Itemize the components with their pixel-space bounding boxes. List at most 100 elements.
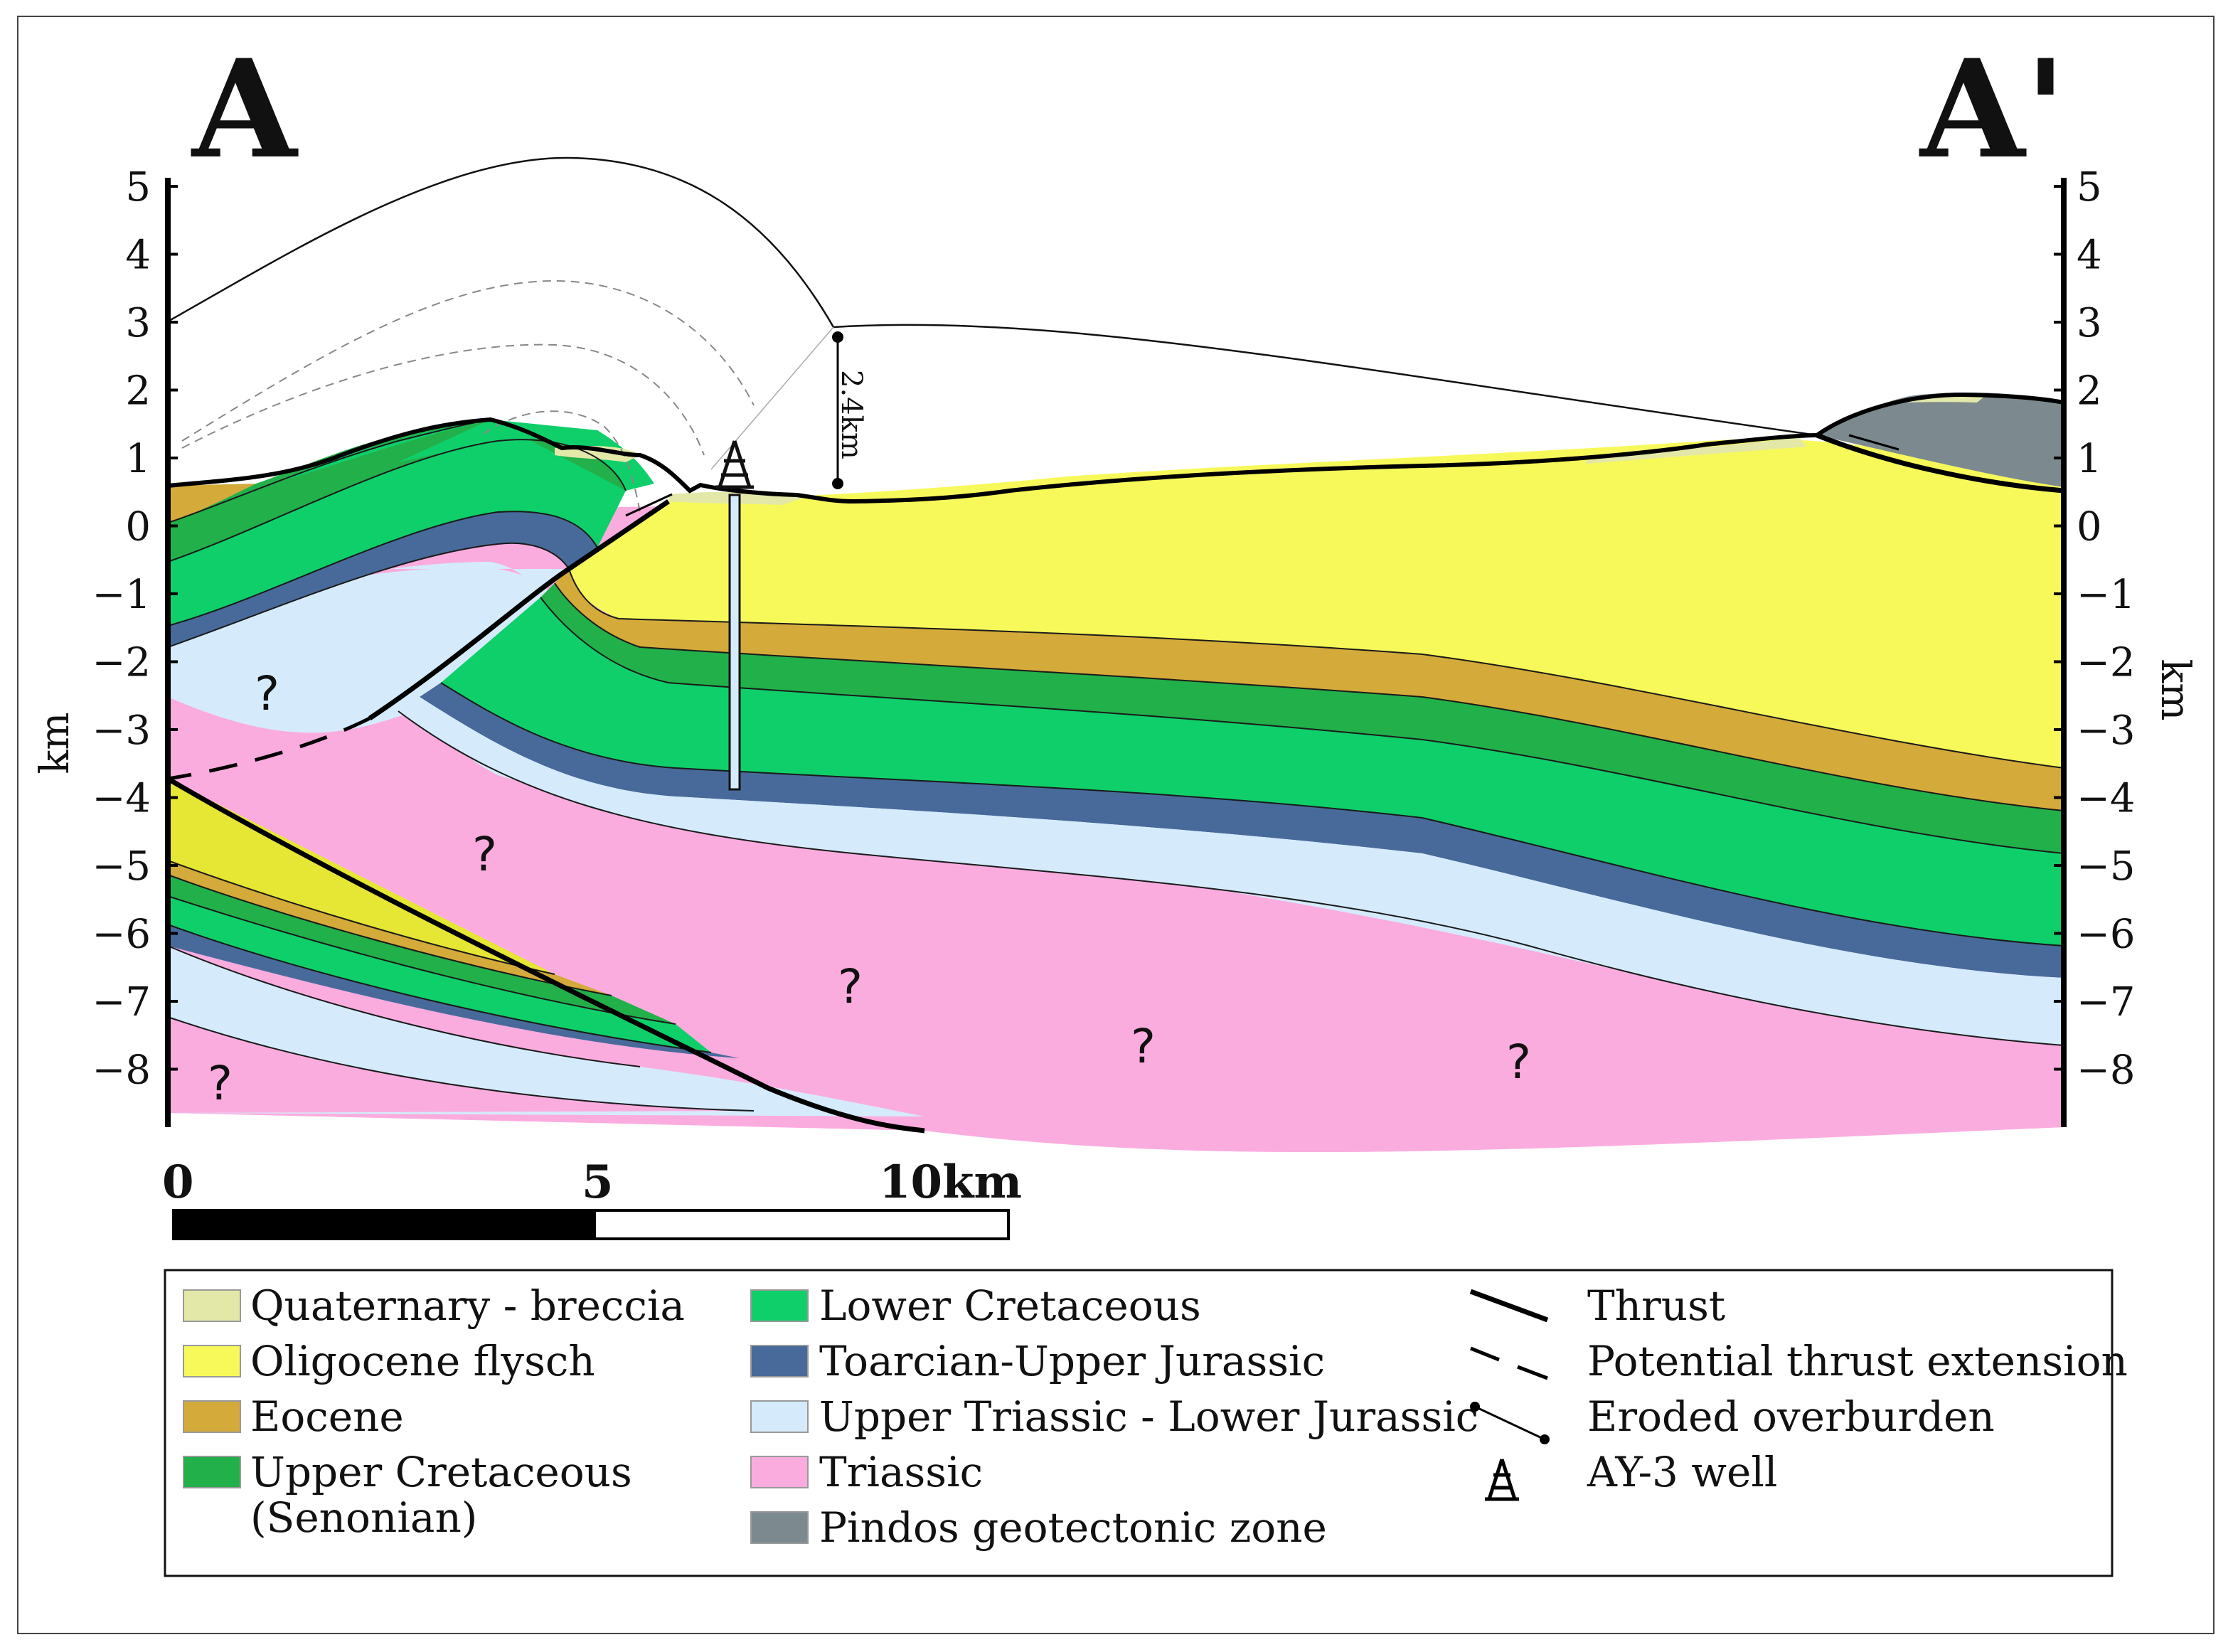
left-tick-label: −4 [92, 776, 151, 822]
scale-bar: 0 5 10km [162, 1156, 1022, 1240]
layer-boundaries [167, 419, 2064, 1112]
layer-upper-cretaceous [540, 583, 2064, 853]
legend-label-thrust: Thrust [1587, 1281, 1725, 1330]
left-tick-label: −7 [92, 979, 151, 1025]
legend-swatch-eocene [183, 1400, 241, 1433]
legend-label-lower-cretaceous: Lower Cretaceous [819, 1281, 1201, 1330]
footwall-thrust [166, 776, 925, 1134]
right-tick-label: −1 [2077, 572, 2136, 618]
legend-label-eocene: Eocene [250, 1392, 404, 1441]
right-tick-label: 2 [2077, 368, 2102, 415]
legend-label-eroded-overburden: Eroded overburden [1587, 1392, 1995, 1441]
quaternary-patch-3 [1586, 437, 1806, 464]
thrusts [166, 432, 2064, 1134]
cross-section [168, 393, 2064, 1153]
legend-label-toarcian: Toarcian-Upper Jurassic [819, 1337, 1325, 1385]
right-tick-label: −3 [2077, 708, 2136, 754]
left-tick-label: −6 [92, 912, 151, 958]
legend-label-senonian: (Senonian) [250, 1493, 477, 1542]
ay3-well [715, 440, 754, 791]
eroded-overburden [167, 156, 1818, 513]
left-tick-label: −5 [92, 843, 151, 890]
right-tick-label: 5 [2077, 164, 2102, 211]
small-thrust-2 [1848, 434, 1899, 451]
quaternary-patch-1 [555, 446, 640, 462]
left-tick-label: −2 [92, 640, 151, 686]
hw-eocene [168, 484, 256, 523]
footwall-oligocene [168, 779, 555, 974]
main-thrust [368, 499, 670, 720]
hw-toarcian [168, 511, 597, 647]
legend-swatch-upper-cretaceous [183, 1456, 241, 1488]
left-tick-label: 4 [125, 233, 151, 279]
right-tick-label: −6 [2077, 912, 2136, 958]
topographic-surface [167, 417, 1818, 504]
erosion-annotation: 2.4km [832, 331, 868, 489]
left-tick-label: −8 [92, 1048, 151, 1094]
legend-label-triassic: Triassic [819, 1448, 983, 1496]
legend-symbol-potential-thrust [1470, 1346, 1548, 1380]
left-tick-label: 5 [125, 164, 151, 211]
pindos-thrust [1816, 432, 2064, 494]
legend-swatch-quaternary [183, 1289, 241, 1322]
right-axis-label: km [2152, 659, 2198, 720]
legend-symbol-eroded-overburden [1470, 1402, 1550, 1444]
footwall-lower-cretaceous [168, 896, 711, 1053]
layer-lower-cretaceous [441, 597, 2064, 946]
scale-label-5: 5 [582, 1156, 614, 1209]
layer-eocene [555, 569, 2064, 811]
legend-symbol-thrust [1469, 1289, 1549, 1323]
layer-oligocene-flysch [567, 439, 2064, 768]
left-tick-label: 1 [125, 436, 151, 482]
legend-label-upper-cretaceous: Upper Cretaceous [250, 1448, 632, 1496]
legend-swatch-oligocene [183, 1345, 241, 1377]
erosion-thickness-label: 2.4km [835, 370, 868, 459]
right-tick-label: 3 [2077, 300, 2102, 346]
legend-label-upper-triassic: Upper Triassic - Lower Jurassic [819, 1392, 1478, 1441]
hw-lower-cretaceous [168, 439, 626, 626]
legend-label-potential-thrust: Potential thrust extension [1587, 1337, 2128, 1385]
right-tick-label: −2 [2077, 640, 2136, 686]
right-tick-label: −8 [2077, 1048, 2136, 1094]
footwall-upper-cretaceous [168, 875, 676, 1024]
right-tick-label: 4 [2077, 233, 2102, 279]
right-axis: 5 4 3 2 1 0 −1 −2 −3 −4 −5 −6 −7 −8 [2054, 164, 2136, 1127]
left-tick-label: 2 [125, 368, 151, 415]
legend-label-oligocene: Oligocene flysch [250, 1337, 595, 1385]
right-tick-label: 0 [2077, 504, 2102, 550]
unknown-mark: ? [1131, 1019, 1156, 1074]
unknown-marks: ? ? ? ? ? ? [208, 666, 1531, 1111]
legend-symbol-well [1485, 1459, 1519, 1501]
legend: Quaternary - breccia Oligocene flysch Eo… [164, 1269, 2128, 1577]
layer-toarcian-upper-jurassic [420, 683, 2064, 978]
legend-swatch-toarcian [750, 1345, 809, 1377]
unknown-mark: ? [208, 1056, 233, 1111]
potential-thrust-extension [167, 716, 371, 781]
right-tick-label: −5 [2077, 843, 2136, 890]
left-tick-label: −1 [92, 572, 151, 618]
section-end-label: A' [1919, 30, 2067, 188]
scale-label-10km: 10km [879, 1156, 1022, 1209]
section-start-label: A [191, 30, 299, 188]
legend-label-pindos: Pindos geotectonic zone [819, 1503, 1327, 1552]
right-tick-label: 1 [2077, 436, 2102, 482]
unknown-mark: ? [1506, 1035, 1531, 1089]
left-tick-label: −3 [92, 708, 151, 754]
small-thrust-1 [625, 493, 673, 517]
scale-label-0: 0 [162, 1156, 194, 1209]
unknown-mark: ? [472, 827, 497, 882]
layer-pindos-zone [1817, 393, 2064, 487]
right-tick-label: −7 [2077, 979, 2136, 1025]
legend-label-well: AY-3 well [1587, 1448, 1777, 1496]
legend-swatch-triassic [750, 1456, 809, 1488]
left-axis-label: km [32, 712, 78, 774]
right-tick-label: −4 [2077, 776, 2136, 822]
legend-label-quaternary: Quaternary - breccia [250, 1281, 685, 1330]
left-axis: 5 4 3 2 1 0 −1 −2 −3 −4 −5 −6 −7 −8 [92, 164, 178, 1127]
figure-frame [17, 16, 2215, 1634]
left-tick-label: 3 [125, 300, 151, 346]
legend-swatch-upper-triassic [750, 1400, 809, 1433]
legend-swatch-lower-cretaceous [750, 1289, 809, 1322]
legend-swatch-pindos [750, 1511, 809, 1544]
